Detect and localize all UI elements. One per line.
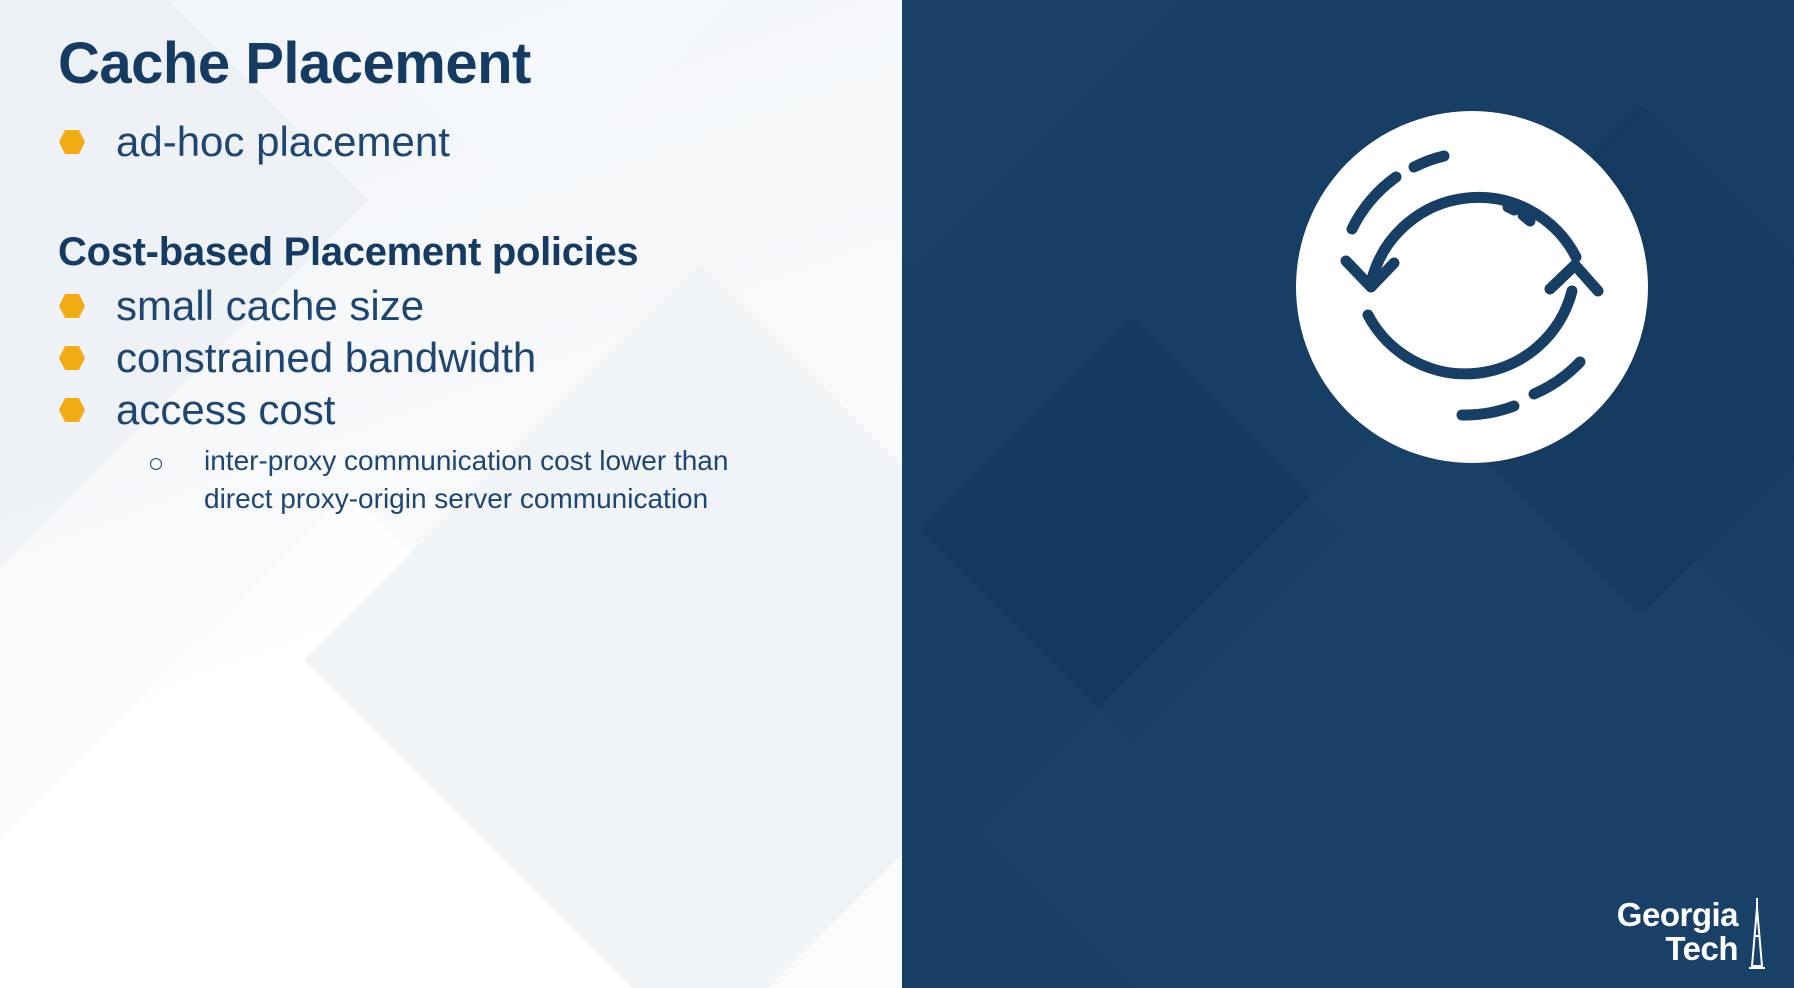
sub-bullet-line: inter-proxy communication cost lower tha…	[204, 445, 729, 476]
hexagon-bullet-icon	[59, 398, 85, 422]
section-heading: Cost-based Placement policies	[58, 230, 639, 274]
sub-bullet-text: inter-proxy communication cost lower tha…	[204, 442, 824, 518]
bullet-item-bandwidth: constrained bandwidth	[58, 334, 536, 382]
logo-wordmark: Georgia Tech	[1616, 896, 1739, 967]
hexagon-bullet-icon	[59, 346, 85, 370]
bullet-item-cache-size: small cache size	[58, 282, 424, 330]
georgia-tech-logo: Georgia Tech	[1590, 896, 1780, 978]
sub-bullet-line: direct proxy-origin server communication	[204, 483, 709, 514]
bullet-text: access cost	[116, 386, 336, 433]
sync-arrows-icon	[1296, 111, 1648, 463]
logo-line: Tech	[1665, 930, 1738, 967]
hexagon-bullet-icon	[59, 294, 85, 318]
bullet-text: ad-hoc placement	[116, 118, 450, 165]
circle-bullet-icon	[150, 458, 162, 470]
bullet-item-adhoc: ad-hoc placement	[58, 118, 450, 166]
hexagon-bullet-icon	[59, 130, 85, 154]
tech-tower-icon	[1749, 898, 1765, 969]
background-shape	[902, 0, 1209, 267]
content-panel	[0, 0, 902, 988]
logo-line: Georgia	[1616, 896, 1739, 933]
bullet-text: small cache size	[116, 282, 425, 329]
bullet-item-access-cost: access cost	[58, 386, 335, 434]
sub-bullet-item: inter-proxy communication cost lower tha…	[150, 442, 824, 518]
slide-title: Cache Placement	[58, 31, 531, 96]
bullet-text: constrained bandwidth	[116, 334, 537, 381]
